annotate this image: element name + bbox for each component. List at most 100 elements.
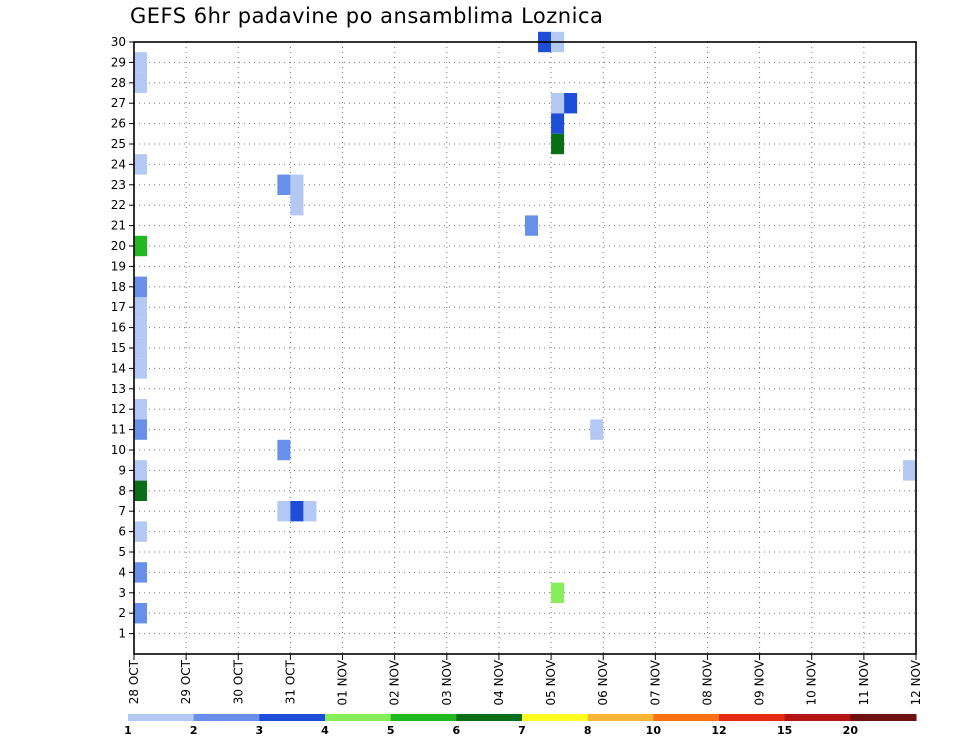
heatmap-cell bbox=[134, 235, 148, 257]
colorbar-swatch bbox=[719, 714, 786, 721]
x-tick-label: 07 NOV bbox=[648, 659, 662, 705]
colorbar-label: 15 bbox=[777, 724, 792, 737]
heatmap-cell bbox=[134, 154, 148, 175]
colorbar-label: 1 bbox=[124, 724, 132, 737]
heatmap-cell bbox=[277, 501, 291, 522]
y-tick-label: 6 bbox=[118, 525, 126, 539]
heatmap-cell bbox=[134, 399, 148, 420]
heatmap-cell bbox=[134, 358, 148, 379]
y-tick-label: 3 bbox=[118, 586, 126, 600]
heatmap-cell bbox=[525, 215, 539, 236]
y-tick-label: 26 bbox=[111, 117, 126, 131]
colorbar-label: 10 bbox=[646, 724, 662, 737]
x-tick-label: 05 NOV bbox=[544, 659, 558, 705]
y-tick-label: 18 bbox=[111, 280, 126, 294]
heatmap-cell bbox=[902, 460, 916, 481]
heatmap-cells bbox=[134, 31, 916, 624]
y-tick-label: 24 bbox=[111, 157, 126, 171]
heatmap-cell bbox=[277, 439, 291, 461]
x-tick-label: 30 OCT bbox=[231, 659, 245, 704]
y-tick-label: 22 bbox=[111, 198, 126, 212]
colorbar-label: 8 bbox=[584, 724, 592, 737]
y-tick-label: 23 bbox=[111, 178, 126, 192]
y-tick-label: 10 bbox=[111, 443, 126, 457]
y-tick-label: 12 bbox=[111, 402, 126, 416]
grid-lines bbox=[134, 41, 916, 654]
x-tick-label: 08 NOV bbox=[700, 659, 714, 705]
y-tick-label: 29 bbox=[111, 55, 126, 69]
y-tick-label: 30 bbox=[111, 35, 126, 49]
colorbar-swatch bbox=[390, 714, 457, 721]
y-tick-label: 11 bbox=[111, 423, 126, 437]
chart-title: GEFS 6hr padavine po ansamblima Loznica bbox=[130, 4, 604, 28]
y-tick-label: 9 bbox=[118, 463, 126, 477]
heatmap-cell bbox=[134, 72, 148, 93]
heatmap-cell bbox=[551, 93, 565, 114]
y-tick-label: 13 bbox=[111, 382, 126, 396]
colorbar-swatch bbox=[456, 714, 523, 721]
colorbar-label: 5 bbox=[387, 724, 395, 737]
heatmap-cell bbox=[134, 317, 148, 338]
y-axis: 1234567891011121314151617181920212223242… bbox=[111, 35, 134, 641]
x-tick-label: 12 NOV bbox=[909, 659, 923, 705]
x-tick-label: 28 OCT bbox=[127, 659, 141, 704]
y-tick-label: 4 bbox=[118, 565, 126, 579]
colorbar-swatch bbox=[653, 714, 720, 721]
x-tick-label: 02 NOV bbox=[388, 659, 402, 705]
x-tick-label: 29 OCT bbox=[179, 659, 193, 704]
colorbar-label: 12 bbox=[711, 724, 726, 737]
y-tick-label: 20 bbox=[111, 239, 126, 253]
heatmap-cell bbox=[590, 419, 604, 440]
heatmap-cell bbox=[134, 562, 148, 583]
colorbar-swatch bbox=[587, 714, 654, 721]
heatmap-cell bbox=[303, 501, 317, 522]
heatmap-cell bbox=[564, 93, 578, 114]
colorbar-label: 2 bbox=[190, 724, 198, 737]
x-tick-label: 11 NOV bbox=[857, 659, 871, 705]
y-tick-label: 28 bbox=[111, 76, 126, 90]
x-tick-label: 01 NOV bbox=[336, 659, 350, 705]
colorbar-swatch bbox=[522, 714, 589, 721]
colorbar-swatch bbox=[850, 714, 917, 721]
y-tick-label: 2 bbox=[118, 606, 126, 620]
x-tick-label: 04 NOV bbox=[492, 659, 506, 705]
heatmap-cell bbox=[134, 276, 148, 297]
colorbar: 1 2 3 4 5 6 7 8 10 12 15 20 bbox=[124, 714, 917, 737]
heatmap-cell bbox=[134, 521, 148, 542]
y-tick-label: 14 bbox=[111, 361, 126, 375]
colorbar-swatch bbox=[325, 714, 392, 721]
y-tick-label: 1 bbox=[118, 627, 126, 641]
y-tick-label: 15 bbox=[111, 341, 126, 355]
x-tick-label: 09 NOV bbox=[753, 659, 767, 705]
heatmap-cell bbox=[134, 419, 148, 440]
colorbar-swatch bbox=[193, 714, 260, 721]
y-tick-label: 7 bbox=[118, 504, 126, 518]
heatmap-cell bbox=[134, 480, 148, 501]
x-tick-label: 03 NOV bbox=[440, 659, 454, 705]
x-tick-label: 31 OCT bbox=[283, 659, 297, 704]
colorbar-label: 6 bbox=[453, 724, 461, 737]
heatmap-cell bbox=[290, 195, 304, 216]
colorbar-label: 7 bbox=[518, 724, 526, 737]
heatmap-cell bbox=[134, 337, 148, 359]
heatmap-cell bbox=[290, 174, 304, 195]
y-tick-label: 17 bbox=[111, 300, 126, 314]
heatmap-cell bbox=[134, 52, 148, 73]
heatmap-cell bbox=[551, 113, 565, 134]
colorbar-swatch bbox=[128, 714, 195, 721]
colorbar-swatch bbox=[784, 714, 851, 721]
y-tick-label: 5 bbox=[118, 545, 126, 559]
y-tick-label: 16 bbox=[111, 321, 126, 335]
heatmap-cell bbox=[134, 297, 148, 318]
colorbar-label: 4 bbox=[321, 724, 329, 737]
y-tick-label: 19 bbox=[111, 259, 126, 273]
x-tick-label: 06 NOV bbox=[596, 659, 610, 705]
heatmap-cell bbox=[134, 603, 148, 624]
heatmap-cell bbox=[134, 460, 148, 481]
x-axis: 28 OCT 29 OCT 30 OCT 31 OCT 01 NOV 02 NOV 03 N… bbox=[127, 654, 923, 706]
y-tick-label: 25 bbox=[111, 137, 126, 151]
heatmap-cell bbox=[277, 174, 291, 195]
y-tick-label: 8 bbox=[118, 484, 126, 498]
y-tick-label: 27 bbox=[111, 96, 126, 110]
